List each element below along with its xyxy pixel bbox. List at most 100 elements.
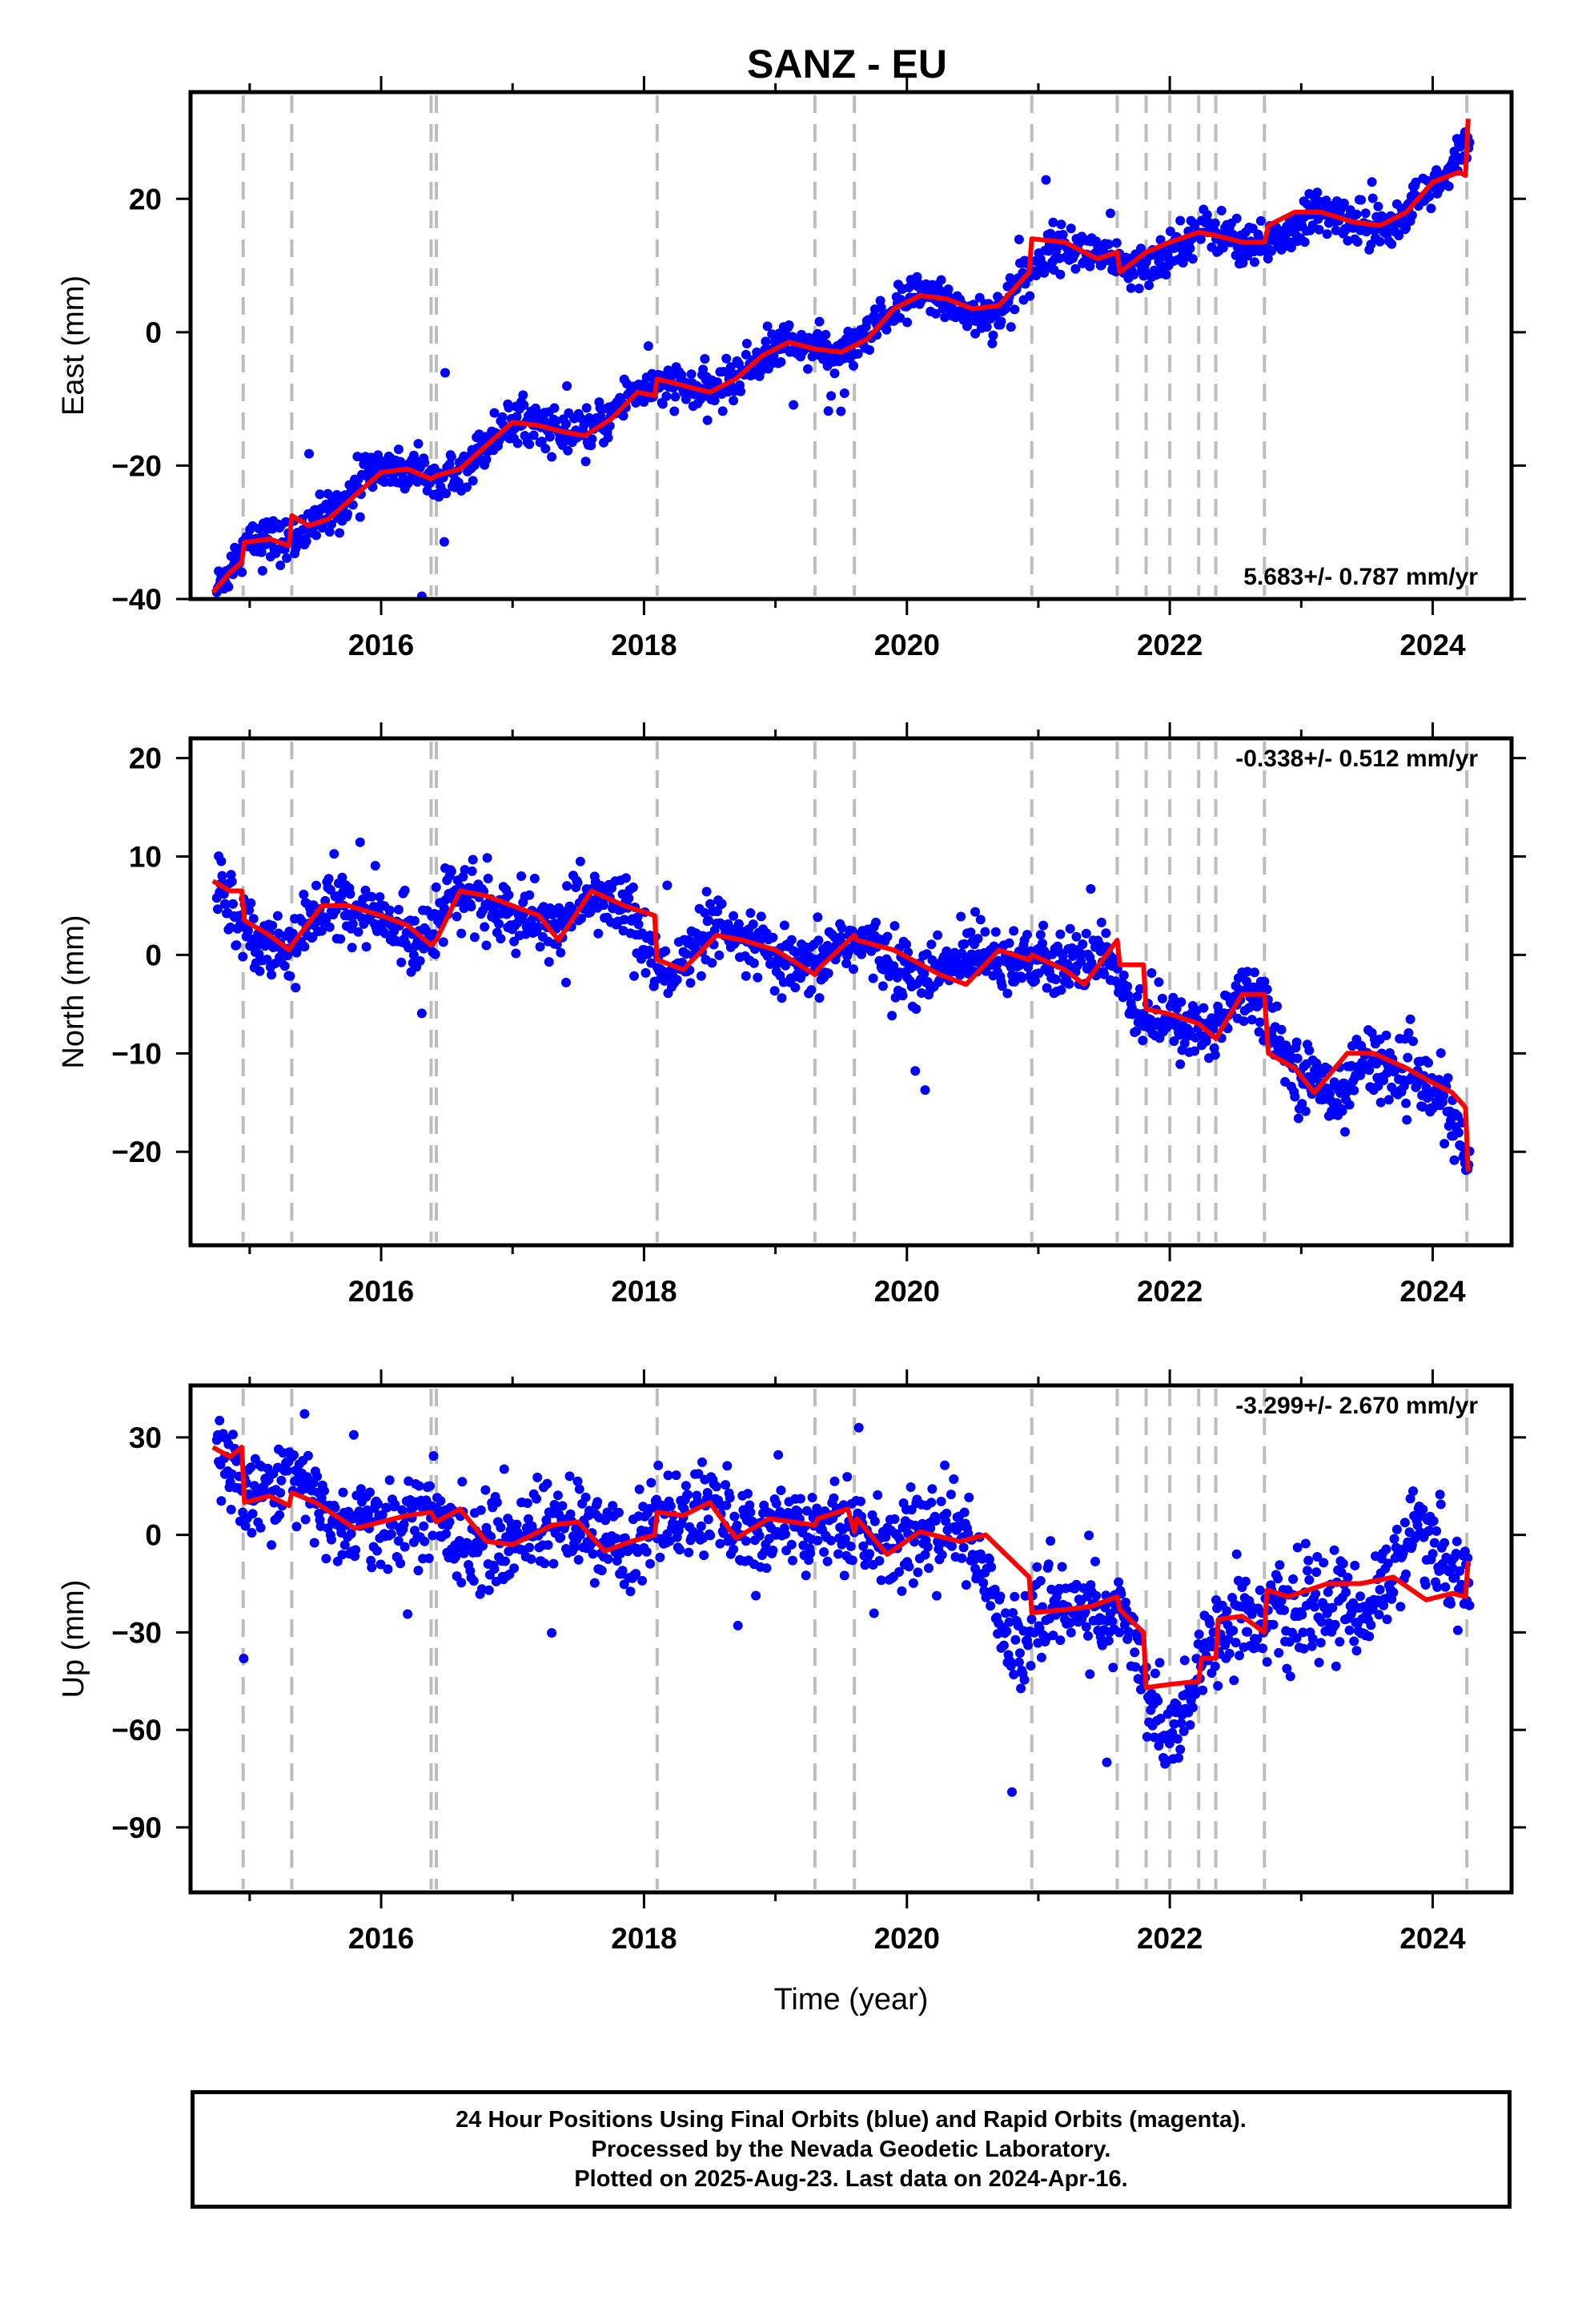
x-tick-label: 2022 [1137,629,1203,661]
data-point [275,561,286,570]
data-point [346,1529,356,1539]
data-point [1243,1626,1253,1637]
data-point [959,1507,970,1518]
data-point [519,400,529,410]
data-point [964,1492,974,1502]
rate-annotation: 5.683+/- 0.787 mm/yr [1243,564,1478,590]
data-point [1292,1542,1303,1553]
data-point [247,1528,257,1538]
data-point [1114,1627,1125,1638]
data-point [315,489,325,500]
data-point [973,934,983,944]
data-point [1155,235,1166,245]
data-point [696,971,706,981]
data-point [361,942,371,952]
data-point [424,1553,434,1563]
data-point [1161,270,1171,279]
data-point [312,1471,323,1482]
data-point [1026,1614,1037,1624]
data-point [1360,208,1371,219]
data-point [373,1499,383,1509]
data-point [1020,1590,1030,1601]
data-point [1228,1626,1239,1636]
data-point [1130,1647,1140,1658]
data-point [419,1521,429,1531]
data-point [285,971,295,981]
data-point [1144,280,1154,291]
data-point [1339,199,1349,208]
data-point [540,1558,550,1569]
y-tick-label: 20 [129,183,162,215]
data-point [920,1550,930,1560]
data-point [1118,970,1129,980]
x-tick-label: 2024 [1399,1275,1466,1308]
data-point [781,1529,790,1539]
data-point [1449,1155,1460,1165]
data-point [476,1505,486,1515]
x-axis-label: Time (year) [774,1983,929,2016]
data-point [927,1484,938,1494]
data-point [1276,1024,1287,1035]
data-point [814,993,825,1003]
data-point [468,854,478,865]
data-point [919,968,930,979]
data-point [355,512,365,522]
data-point [936,1496,946,1506]
data-point [1307,1641,1317,1651]
data-point [711,1482,721,1492]
data-point [1172,1734,1182,1744]
data-point [1349,1636,1359,1647]
data-point [729,1544,739,1554]
data-point [1432,1582,1443,1592]
data-point [1038,920,1049,931]
data-point [1010,1591,1020,1602]
data-point [439,537,449,547]
data-point [686,369,697,380]
data-point [526,1554,536,1564]
data-point [238,951,248,962]
data-point [990,927,1001,937]
data-point [1150,1668,1160,1679]
data-point [1058,230,1068,239]
data-point [1401,1569,1411,1579]
data-point [393,444,404,455]
x-tick-label: 2024 [1399,1922,1466,1955]
data-point [1032,1562,1042,1572]
data-point [1314,224,1324,235]
data-point [741,971,751,981]
y-tick-label: −20 [111,1136,162,1168]
data-point [703,915,713,925]
data-point [456,928,467,939]
data-point [1288,1574,1299,1584]
data-point [494,919,504,929]
data-points [211,127,1475,599]
data-point [1427,1549,1438,1559]
data-point [629,971,639,981]
data-point [563,445,573,456]
data-point [1136,243,1146,254]
data-point [1250,967,1259,978]
data-point [1337,1106,1347,1116]
data-point [430,949,440,959]
y-tick-label: −30 [111,1616,162,1649]
data-point [593,928,604,939]
data-point [255,1522,266,1533]
data-point [524,439,535,449]
data-point [225,923,235,932]
y-tick-label: −60 [111,1714,162,1747]
data-point [1304,1045,1315,1055]
data-point [966,949,977,959]
data-point [1439,1139,1450,1149]
data-point [1274,1647,1284,1658]
data-point [441,489,452,499]
data-point [661,391,672,401]
data-point [540,444,551,454]
data-point [729,1511,740,1522]
data-point [580,1492,591,1502]
data-point [721,1500,732,1510]
data-point [733,1620,743,1630]
data-point [1268,1619,1279,1630]
data-point [675,1545,685,1555]
data-point [1174,1753,1183,1763]
data-point [1322,229,1332,239]
